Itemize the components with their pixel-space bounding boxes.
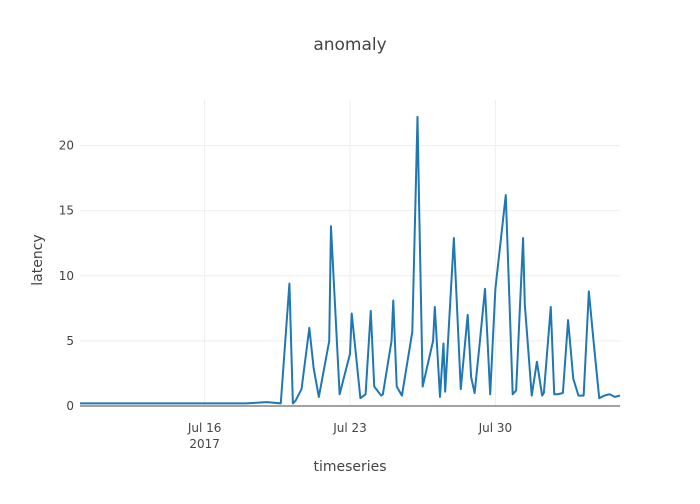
y-tick-label: 20 xyxy=(59,139,74,153)
x-axis-label: timeseries xyxy=(313,459,386,475)
y-tick-label: 10 xyxy=(59,269,74,283)
grid-layer xyxy=(80,100,620,406)
chart-title: anomaly xyxy=(313,35,386,55)
y-tick-label: 15 xyxy=(59,204,74,218)
y-tick-label: 0 xyxy=(66,399,74,413)
series-line xyxy=(80,115,621,405)
x-tick-sublabel: 2017 xyxy=(189,437,220,451)
y-tick-label: 5 xyxy=(66,334,74,348)
x-tick-label: Jul 16 xyxy=(187,421,222,435)
axis-layer: 0 5 10 15 20 Jul 16 2017 Jul 23 Jul 30 xyxy=(59,139,620,451)
y-axis-label: latency xyxy=(30,234,46,285)
x-tick-label: Jul 23 xyxy=(332,421,367,435)
x-tick-label: Jul 30 xyxy=(478,421,513,435)
series-layer xyxy=(80,115,621,405)
